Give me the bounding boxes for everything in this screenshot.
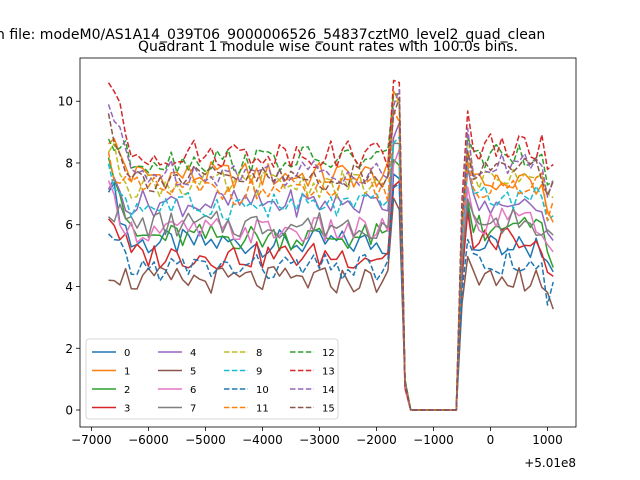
x-tick-label: −7000 — [71, 433, 112, 447]
x-tick-label: −5000 — [185, 433, 226, 447]
legend-box — [85, 338, 339, 420]
y-tick-label: 2 — [65, 342, 73, 356]
legend-label-6: 6 — [190, 385, 196, 396]
x-tick-label: −1000 — [413, 433, 454, 447]
legend-label-11: 11 — [256, 404, 269, 415]
series-line-11 — [107, 109, 554, 411]
series-line-0 — [107, 173, 554, 411]
legend-label-12: 12 — [322, 348, 335, 359]
y-tick-label: 8 — [65, 156, 73, 170]
y-tick-label: 10 — [58, 95, 73, 109]
legend-label-5: 5 — [190, 367, 196, 378]
series-line-6 — [107, 148, 554, 411]
x-axis: −7000 −6000 −5000 −4000 −3000 −2000 −1000 0 1000 — [71, 427, 563, 447]
legend-label-0: 0 — [124, 348, 130, 359]
y-tick-label: 4 — [65, 280, 73, 294]
series-line-15 — [107, 97, 554, 411]
legend-label-7: 7 — [190, 404, 196, 415]
series-line-13 — [107, 79, 554, 411]
x-tick-label: −3000 — [299, 433, 340, 447]
series-line-7 — [107, 142, 554, 411]
figure-suptitle: n file: modeM0/AS1A14_039T06_9000006526_… — [0, 27, 545, 43]
series-line-1 — [107, 90, 554, 411]
x-offset-label: +5.01e8 — [524, 456, 576, 470]
x-tick-label: −4000 — [242, 433, 283, 447]
series-line-9 — [107, 136, 554, 411]
series-line-5 — [108, 197, 554, 411]
y-tick-label: 6 — [65, 218, 73, 232]
legend-label-3: 3 — [124, 404, 130, 415]
y-tick-label: 0 — [65, 404, 73, 418]
x-tick-label: −2000 — [356, 433, 397, 447]
series-line-14 — [107, 89, 554, 411]
legend-label-4: 4 — [190, 348, 196, 359]
x-tick-label: 0 — [487, 433, 495, 447]
legend-label-8: 8 — [256, 348, 262, 359]
x-tick-label: −6000 — [128, 433, 169, 447]
legend-label-14: 14 — [322, 385, 335, 396]
series-lines — [107, 79, 554, 411]
y-axis: 0 2 4 6 8 10 — [58, 95, 80, 418]
legend-label-10: 10 — [256, 385, 269, 396]
legend-label-15: 15 — [322, 404, 335, 415]
chart-title: Quadrant 1 module wise count rates with … — [138, 39, 518, 55]
legend-label-1: 1 — [124, 367, 130, 378]
series-line-12 — [107, 92, 554, 411]
legend-label-13: 13 — [322, 367, 335, 378]
legend-label-9: 9 — [256, 367, 262, 378]
x-tick-label: 1000 — [532, 433, 563, 447]
legend-label-2: 2 — [124, 385, 130, 396]
series-line-8 — [107, 99, 554, 411]
series-line-2 — [107, 157, 554, 411]
